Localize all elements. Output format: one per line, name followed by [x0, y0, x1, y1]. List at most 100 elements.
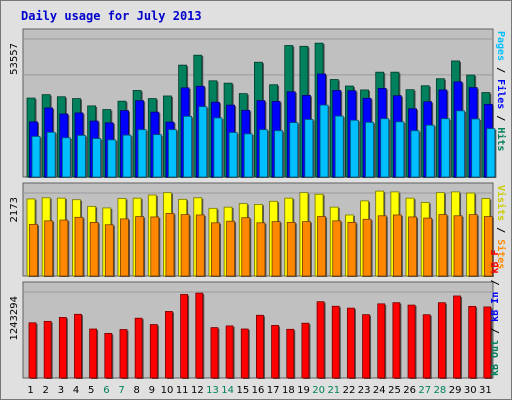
- legend-entry: kB Out: [490, 340, 501, 376]
- legend-entry: kB In: [490, 292, 501, 322]
- bar-bottom-kb-f-day-29: [453, 295, 461, 379]
- day-label-13: 13: [206, 385, 219, 396]
- bar-bottom-kb-f-day-6: [104, 333, 113, 379]
- day-label-2: 2: [43, 385, 49, 396]
- legend-entry: Sites: [495, 239, 507, 269]
- bar-top-pages-day-2: [46, 131, 56, 178]
- bar-middle-sites-day-7: [120, 218, 129, 277]
- bar-top-pages-day-11: [183, 115, 193, 178]
- bar-bottom-kb-f-day-12: [195, 292, 204, 379]
- bar-middle-sites-day-23: [362, 218, 372, 277]
- bar-middle-sites-day-24: [377, 215, 387, 277]
- day-label-27: 27: [418, 385, 431, 396]
- day-label-1: 1: [27, 385, 33, 396]
- bar-top-pages-day-12: [198, 106, 208, 178]
- bar-bottom-kb-f-day-22: [346, 307, 355, 379]
- bar-top-pages-day-18: [289, 122, 299, 178]
- bar-top-pages-day-14: [228, 132, 238, 178]
- bar-bottom-kb-f-day-2: [43, 320, 52, 379]
- bar-top-pages-day-3: [61, 137, 71, 178]
- bar-middle-sites-day-19: [302, 221, 311, 277]
- bar-bottom-kb-f-day-13: [210, 327, 219, 379]
- bar-top-pages-day-26: [410, 130, 420, 178]
- day-label-24: 24: [373, 385, 386, 396]
- bar-top-pages-day-29: [456, 110, 465, 178]
- day-label-30: 30: [464, 385, 477, 396]
- day-label-29: 29: [449, 385, 462, 396]
- bar-bottom-kb-f-day-30: [468, 305, 477, 379]
- bar-bottom-kb-f-day-14: [225, 325, 234, 379]
- panel-top-legend: Pages / Files / Hits: [495, 31, 507, 151]
- day-label-19: 19: [297, 385, 310, 396]
- day-label-5: 5: [88, 385, 94, 396]
- bar-top-pages-day-22: [349, 119, 359, 178]
- bar-top-pages-day-28: [440, 118, 450, 178]
- bar-top-pages-day-27: [425, 124, 435, 178]
- day-label-7: 7: [118, 385, 124, 396]
- panel-bottom-legend: kB Out / kB In / kB F: [490, 250, 501, 376]
- bar-bottom-kb-f-day-4: [74, 313, 82, 379]
- bar-top-pages-day-15: [243, 133, 253, 178]
- bar-bottom-kb-f-day-26: [407, 304, 416, 379]
- bar-top-pages-day-19: [304, 119, 314, 178]
- day-label-25: 25: [388, 385, 401, 396]
- legend-entry: Hits: [495, 127, 507, 151]
- bar-bottom-kb-f-day-20: [316, 301, 325, 379]
- day-label-10: 10: [161, 385, 174, 396]
- bar-middle-sites-day-14: [226, 220, 235, 277]
- bar-middle-sites-day-6: [104, 224, 114, 277]
- panel-top-max-label: 53557: [9, 43, 20, 75]
- day-label-14: 14: [221, 385, 234, 396]
- bar-top-pages-day-20: [319, 104, 329, 178]
- bar-middle-sites-day-4: [74, 216, 84, 277]
- bar-top-pages-day-25: [395, 121, 405, 178]
- bar-middle-sites-day-26: [408, 216, 417, 277]
- day-label-31: 31: [479, 385, 492, 396]
- panel-bottom-max-label: 1243294: [9, 296, 20, 341]
- bar-middle-sites-day-12: [195, 214, 205, 277]
- day-label-6: 6: [103, 385, 109, 396]
- bar-bottom-kb-f-day-25: [392, 302, 401, 379]
- bar-middle-sites-day-25: [392, 214, 402, 277]
- day-label-3: 3: [58, 385, 64, 396]
- legend-entry: /: [495, 221, 506, 239]
- bar-middle-sites-day-8: [135, 216, 145, 277]
- bar-bottom-kb-f-day-16: [256, 314, 264, 379]
- legend-entry: /: [490, 274, 501, 292]
- day-label-9: 9: [149, 385, 155, 396]
- legend-entry: /: [490, 322, 501, 340]
- bar-bottom-kb-f-day-24: [377, 303, 386, 379]
- bar-bottom-kb-f-day-28: [437, 302, 446, 379]
- bar-top-pages-day-6: [107, 139, 117, 178]
- bar-top-pages-day-5: [92, 138, 102, 178]
- day-label-28: 28: [434, 385, 447, 396]
- bar-middle-sites-day-27: [423, 217, 433, 277]
- day-label-4: 4: [73, 385, 79, 396]
- bar-middle-sites-day-10: [165, 213, 175, 277]
- bar-middle-sites-day-17: [271, 221, 281, 277]
- legend-entry: Pages: [495, 31, 506, 61]
- bar-bottom-kb-f-day-8: [134, 317, 143, 379]
- day-label-16: 16: [252, 385, 265, 396]
- day-label-23: 23: [358, 385, 371, 396]
- bar-middle-sites-day-31: [483, 216, 493, 277]
- bar-bottom-kb-f-day-1: [28, 322, 37, 379]
- panel-middle-max-label: 2173: [9, 197, 20, 222]
- legend-entry: /: [495, 61, 506, 79]
- bar-top-pages-day-31: [486, 128, 496, 178]
- bar-middle-sites-day-22: [347, 222, 357, 277]
- bar-middle-sites-day-18: [286, 222, 296, 277]
- bar-bottom-kb-f-day-23: [362, 314, 370, 379]
- bar-bottom-kb-f-day-15: [240, 328, 249, 379]
- legend-entry: Files: [495, 79, 507, 109]
- bar-top-pages-day-13: [213, 117, 223, 178]
- bar-bottom-kb-f-day-27: [422, 314, 431, 379]
- bar-top-pages-day-21: [334, 115, 344, 178]
- bar-bottom-kb-f-day-19: [301, 322, 310, 379]
- day-label-26: 26: [403, 385, 416, 396]
- day-label-21: 21: [327, 385, 340, 396]
- legend-entry: kB F: [490, 250, 501, 274]
- bar-bottom-kb-f-day-9: [149, 324, 158, 379]
- bar-bottom-kb-f-day-11: [180, 294, 189, 379]
